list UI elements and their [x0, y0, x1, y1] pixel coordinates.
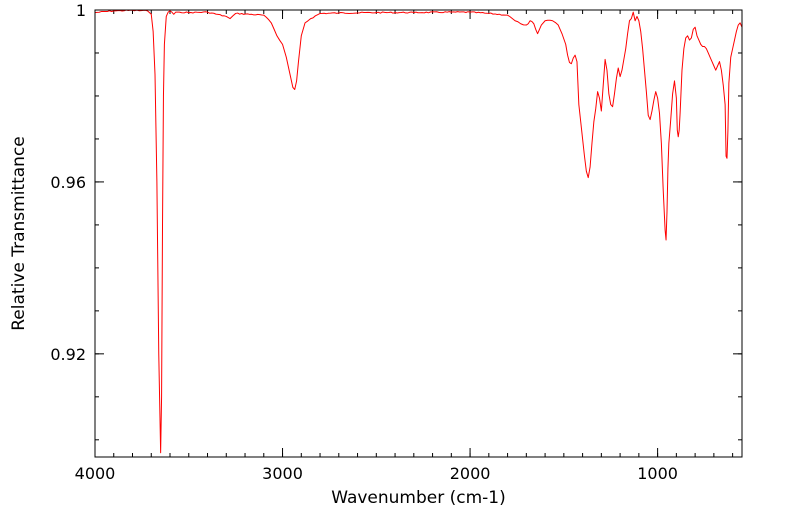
plot-frame: [94, 9, 743, 458]
x-tick-label: 4000: [75, 464, 116, 483]
series-layer: [94, 9, 743, 454]
x-tick-label: 2000: [450, 464, 491, 483]
spectrum-line: [94, 9, 743, 454]
y-tick-label: 0.96: [50, 173, 86, 192]
y-tick-label: 1: [76, 1, 86, 20]
tick-labels: 4000 3000 2000 1000 1 0.96 0.92: [50, 1, 678, 483]
x-tick-label: 3000: [262, 464, 303, 483]
x-tick-label: 1000: [637, 464, 678, 483]
x-axis-title: Wavenumber (cm-1): [331, 488, 506, 508]
y-tick-label: 0.92: [50, 345, 86, 364]
y-axis-title: Relative Transmittance: [9, 136, 29, 331]
